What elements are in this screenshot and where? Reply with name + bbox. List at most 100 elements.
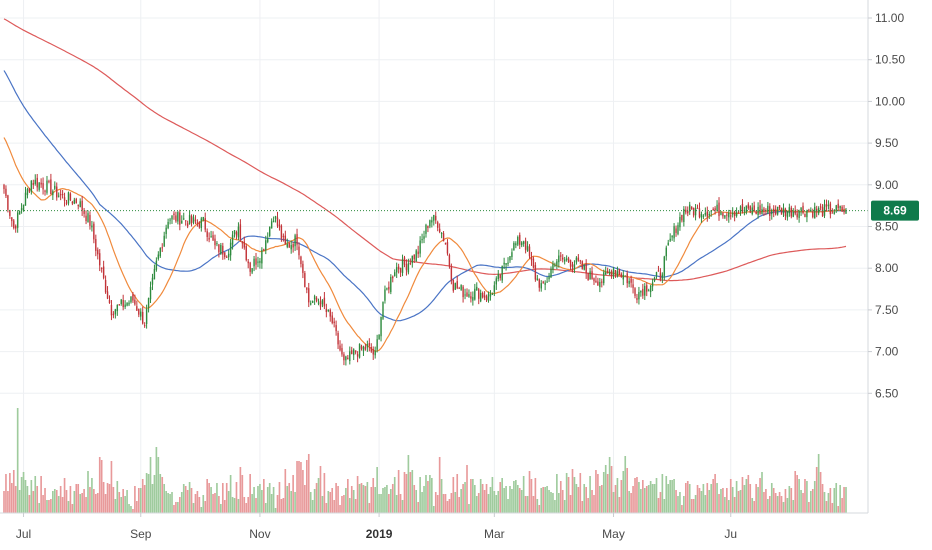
volume-bar [821, 484, 824, 513]
candle-body [647, 290, 650, 292]
volume-bar [747, 475, 750, 513]
volume-bar [450, 493, 453, 513]
candle-body [683, 208, 685, 222]
candle-body [448, 254, 451, 267]
volume-bar [218, 496, 220, 513]
volume-bar [538, 505, 541, 513]
candle-body [839, 205, 841, 209]
candle-body [57, 195, 60, 197]
volume-bar [352, 490, 355, 513]
candle-body [59, 194, 62, 196]
volume-bar [485, 484, 488, 513]
candle-body [409, 262, 412, 265]
candle-body [704, 212, 707, 215]
volume-bar [813, 481, 816, 513]
price-tick-label: 10.00 [875, 94, 905, 108]
volume-bar [190, 488, 193, 513]
candle-body [673, 226, 675, 239]
candle-body [446, 242, 449, 254]
volume-bar [239, 467, 242, 513]
volume-bar [261, 490, 263, 513]
volume-bar [52, 491, 54, 513]
candle-body [757, 206, 759, 215]
volume-bar [626, 468, 629, 513]
candle-body [272, 220, 275, 223]
volume-bar [46, 500, 48, 513]
volume-bar [397, 470, 400, 513]
candle-body [605, 272, 607, 275]
candle-body [405, 263, 408, 271]
candle-body [657, 270, 660, 272]
candle-body [731, 212, 734, 215]
volume-bar [558, 493, 560, 513]
candle-body [24, 192, 27, 206]
candle-body [616, 271, 619, 276]
volume-bar [782, 502, 785, 513]
candle-body [841, 206, 843, 212]
volume-bar [44, 488, 46, 513]
candle-body [581, 261, 583, 269]
candle-body [812, 211, 814, 218]
volume-bar [704, 495, 707, 513]
price-axis[interactable]: 11.00 10.50 10.00 9.50 9.00 8.50 8.00 7.50 7.00 6… [868, 11, 905, 400]
volume-bar [472, 479, 474, 513]
candle-body [794, 211, 796, 214]
volume-bar [69, 486, 72, 513]
volume-bar [61, 497, 64, 513]
volume-bar [622, 471, 625, 513]
volume-bar [796, 475, 798, 513]
volume-bar [110, 461, 113, 513]
volume-bar [589, 476, 591, 513]
candle-body [351, 350, 353, 354]
candle-body [603, 272, 605, 284]
volume-bar [837, 506, 840, 513]
volume-bar [759, 478, 761, 513]
volume-bar [280, 499, 283, 513]
volume-bar [522, 476, 525, 513]
volume-bar [343, 495, 345, 513]
candle-body [360, 345, 363, 349]
volume-bar [643, 488, 646, 513]
volume-bar [571, 469, 574, 513]
volume-bar [9, 473, 11, 513]
candle-body [341, 348, 343, 355]
candle-body [83, 210, 85, 214]
candle-body [313, 296, 316, 300]
volume-bar [815, 467, 818, 513]
candle-body [220, 245, 222, 254]
volume-bar [42, 495, 44, 513]
time-axis[interactable]: Jul Sep Nov 2019 Mar May Ju [16, 513, 737, 541]
volume-bar [173, 505, 175, 513]
candle-body [214, 238, 216, 246]
candle-body [46, 180, 48, 193]
volume-bar [10, 483, 13, 513]
candle-body [15, 225, 17, 229]
candle-body [741, 203, 744, 212]
volume-bar [354, 499, 357, 513]
candle-body [192, 217, 195, 223]
candle-body [460, 285, 462, 290]
volume-bar [432, 506, 435, 513]
volume-bar [378, 494, 380, 513]
volume-bar [462, 484, 464, 513]
candle-body [632, 284, 634, 288]
candle-body [71, 201, 74, 204]
candle-body [544, 282, 546, 285]
volume-bar [139, 488, 142, 513]
candle-body [294, 235, 296, 247]
candle-body [495, 278, 498, 285]
candle-body [569, 260, 572, 267]
candle-body [79, 201, 81, 207]
volume-bar [677, 496, 679, 513]
volume-bar [177, 502, 179, 513]
volume-bar [198, 497, 201, 513]
volume-bar [96, 493, 99, 513]
volume-bar [569, 495, 572, 513]
volume-bar [811, 489, 814, 513]
volume-bar [26, 486, 29, 513]
volume-bar [518, 488, 521, 513]
volume-bar [731, 487, 734, 513]
candle-body [188, 215, 191, 225]
candle-body [116, 304, 119, 312]
